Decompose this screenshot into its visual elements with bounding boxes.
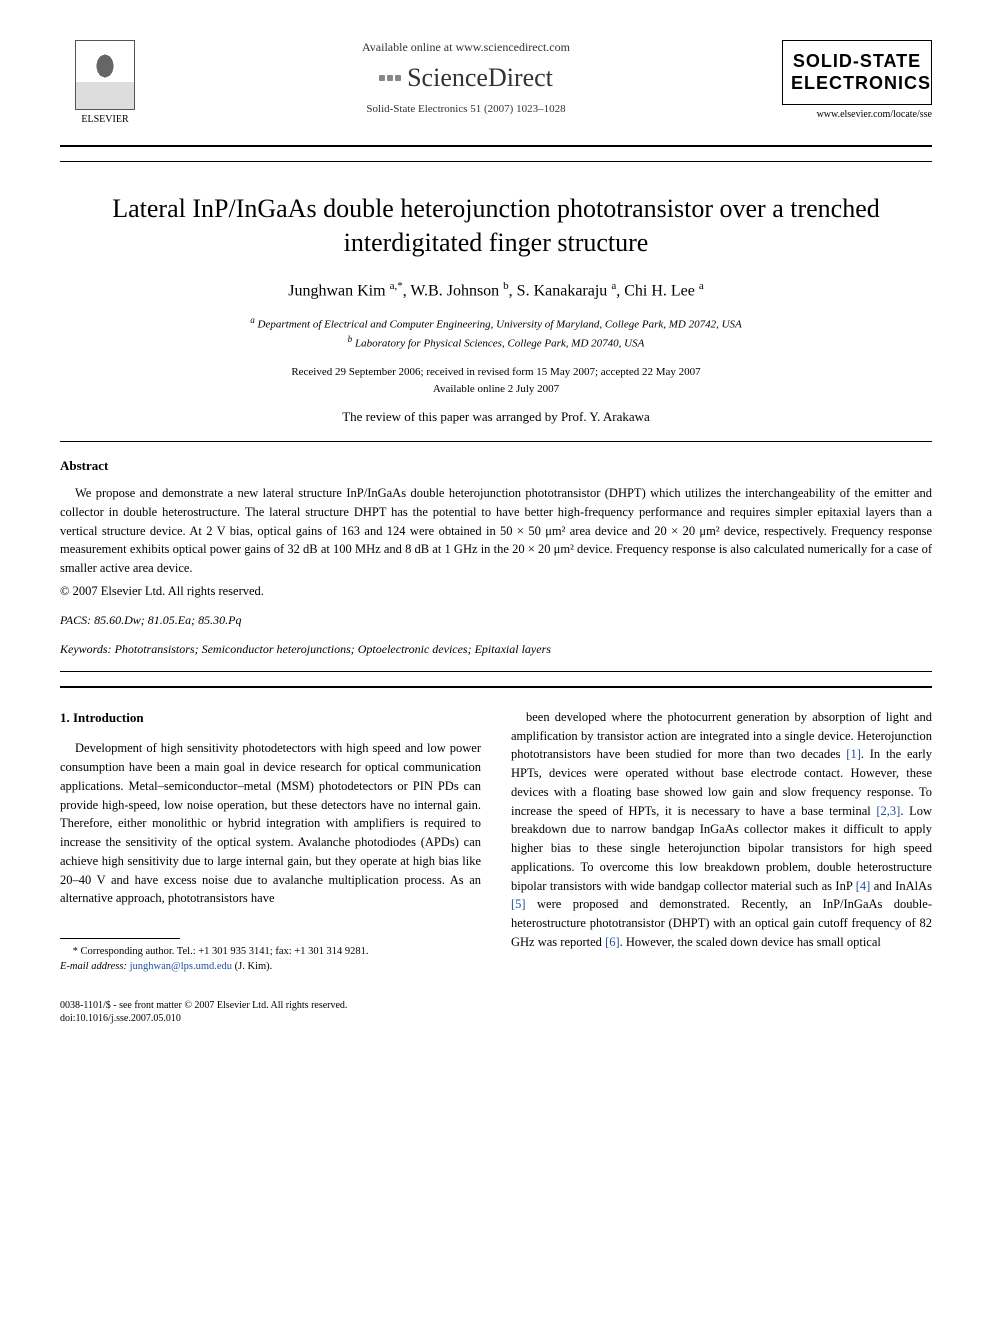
footnote-corr: * Corresponding author. Tel.: +1 301 935… xyxy=(73,946,369,957)
ref-link[interactable]: [4] xyxy=(856,879,871,893)
sciencedirect-icon xyxy=(379,75,401,81)
journal-name-line2: ELECTRONICS xyxy=(791,73,923,95)
footnote-email-suffix: (J. Kim). xyxy=(235,961,273,972)
available-online-text: Available online at www.sciencedirect.co… xyxy=(170,40,762,55)
dates-line1: Received 29 September 2006; received in … xyxy=(291,366,700,378)
footnote-separator xyxy=(60,938,180,939)
keywords-label: Keywords: xyxy=(60,642,112,656)
footnote-email-label: E-mail address: xyxy=(60,961,127,972)
ref-link[interactable]: [6] xyxy=(605,935,620,949)
abstract-heading: Abstract xyxy=(60,458,932,474)
abstract-text: We propose and demonstrate a new lateral… xyxy=(60,484,932,578)
keywords-text: Phototransistors; Semiconductor heteroju… xyxy=(115,642,551,656)
journal-url: www.elsevier.com/locate/sse xyxy=(782,109,932,120)
dates-line2: Available online 2 July 2007 xyxy=(433,383,559,395)
bottom-metadata: 0038-1101/$ - see front matter © 2007 El… xyxy=(60,999,481,1025)
authors-list: Junghwan Kim a,*, W.B. Johnson b, S. Kan… xyxy=(60,280,932,300)
affiliation-a: Department of Electrical and Computer En… xyxy=(258,319,742,331)
keywords-line: Keywords: Phototransistors; Semiconducto… xyxy=(60,642,932,657)
page-header: ELSEVIER Available online at www.science… xyxy=(60,40,932,125)
journal-name-line1: SOLID-STATE xyxy=(791,51,923,73)
intro-para-right: been developed where the photocurrent ge… xyxy=(511,708,932,952)
footnote-email-link[interactable]: junghwan@lps.umd.edu xyxy=(130,961,232,972)
elsevier-label: ELSEVIER xyxy=(60,114,150,125)
pacs-label: PACS: xyxy=(60,613,91,627)
sciencedirect-logo: ScienceDirect xyxy=(170,63,762,93)
sciencedirect-label: ScienceDirect xyxy=(407,63,553,93)
intro-heading: 1. Introduction xyxy=(60,708,481,728)
corresponding-author-footnote: * Corresponding author. Tel.: +1 301 935… xyxy=(60,945,481,974)
pacs-line: PACS: 85.60.Dw; 81.05.Ea; 85.30.Pq xyxy=(60,613,932,628)
journal-box-wrapper: SOLID-STATE ELECTRONICS www.elsevier.com… xyxy=(782,40,932,120)
review-note: The review of this paper was arranged by… xyxy=(60,409,932,425)
column-right: been developed where the photocurrent ge… xyxy=(511,708,932,1025)
ref-link[interactable]: [1] xyxy=(846,747,861,761)
divider-keywords-bottom1 xyxy=(60,671,932,672)
affiliation-b: Laboratory for Physical Sciences, Colleg… xyxy=(355,338,644,350)
divider-abstract-top xyxy=(60,441,932,442)
doi-line: doi:10.1016/j.sse.2007.05.010 xyxy=(60,1013,181,1024)
body-columns: 1. Introduction Development of high sens… xyxy=(60,708,932,1025)
paper-title: Lateral InP/InGaAs double heterojunction… xyxy=(60,192,932,260)
pacs-codes: 85.60.Dw; 81.05.Ea; 85.30.Pq xyxy=(94,613,241,627)
abstract-copyright: © 2007 Elsevier Ltd. All rights reserved… xyxy=(60,584,932,599)
ref-link[interactable]: [5] xyxy=(511,897,526,911)
elsevier-logo: ELSEVIER xyxy=(60,40,150,125)
paper-dates: Received 29 September 2006; received in … xyxy=(60,364,932,397)
divider-keywords-bottom2 xyxy=(60,686,932,688)
issn-line: 0038-1101/$ - see front matter © 2007 El… xyxy=(60,1000,347,1011)
ref-link[interactable]: [2,3] xyxy=(876,804,900,818)
affiliations: a Department of Electrical and Computer … xyxy=(60,314,932,352)
column-left: 1. Introduction Development of high sens… xyxy=(60,708,481,1025)
divider-top2 xyxy=(60,161,932,162)
elsevier-tree-icon xyxy=(75,40,135,110)
intro-para-left: Development of high sensitivity photodet… xyxy=(60,739,481,908)
divider-top1 xyxy=(60,145,932,147)
journal-title-box: SOLID-STATE ELECTRONICS xyxy=(782,40,932,105)
journal-reference: Solid-State Electronics 51 (2007) 1023–1… xyxy=(170,103,762,115)
center-header: Available online at www.sciencedirect.co… xyxy=(150,40,782,115)
